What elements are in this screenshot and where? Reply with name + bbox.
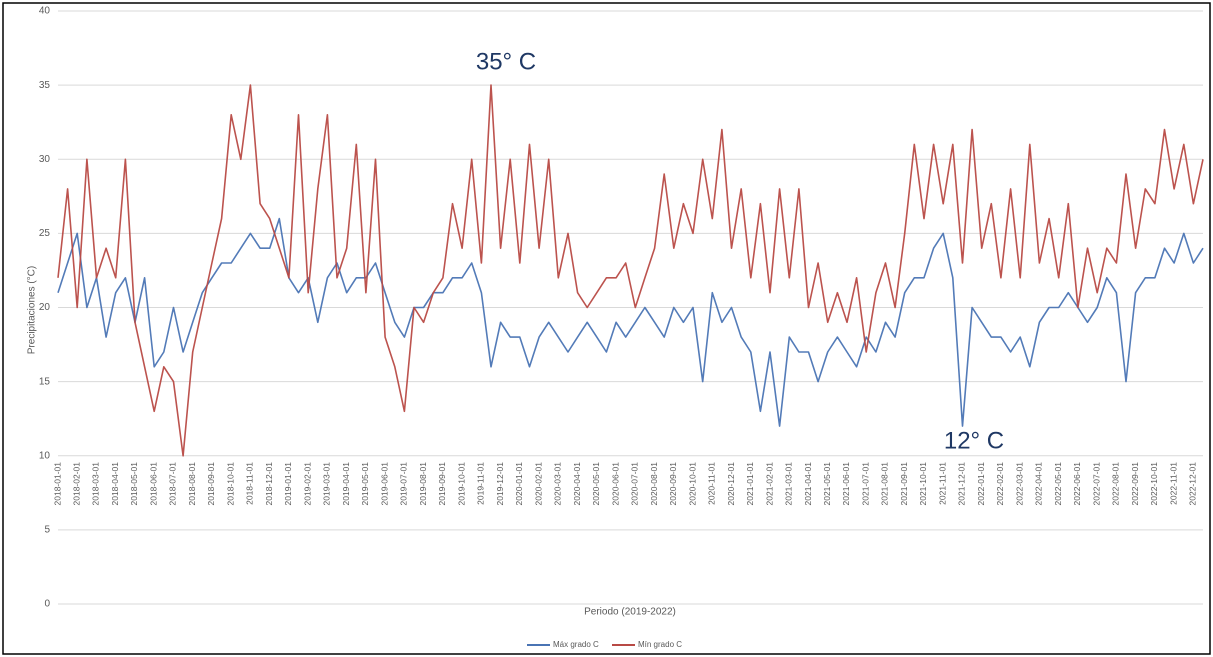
x-tick-label: 2022-08-01	[1111, 462, 1121, 506]
x-tick-label: 2022-03-01	[1014, 462, 1024, 506]
x-tick-label: 2021-03-01	[784, 462, 794, 506]
x-tick-label: 2019-06-01	[379, 462, 389, 506]
x-tick-label: 2021-10-01	[918, 462, 928, 506]
x-tick-label: 2021-08-01	[880, 462, 890, 506]
x-tick-label: 2018-07-01	[168, 462, 178, 506]
x-tick-label: 2019-01-01	[283, 462, 293, 506]
x-tick-label: 2018-10-01	[225, 462, 235, 506]
series-line	[57, 217, 1204, 427]
x-tick-label: 2020-12-01	[726, 462, 736, 506]
y-tick-label: 35	[39, 80, 51, 91]
x-tick-label: 2021-05-01	[822, 462, 832, 506]
y-tick-label: 10	[39, 450, 51, 461]
x-tick-label: 2022-04-01	[1034, 462, 1044, 506]
x-tick-label: 2022-11-01	[1168, 462, 1178, 505]
x-tick-label: 2018-05-01	[129, 462, 139, 506]
series-line	[57, 84, 1204, 457]
x-tick-label: 2021-01-01	[745, 462, 755, 506]
x-tick-label: 2022-09-01	[1130, 462, 1140, 506]
x-tick-label: 2019-04-01	[341, 462, 351, 506]
y-tick-label: 25	[39, 228, 51, 239]
x-tick-label: 2022-01-01	[976, 462, 986, 506]
x-tick-label: 2020-08-01	[649, 462, 659, 506]
x-tick-label: 2018-02-01	[71, 462, 81, 506]
x-tick-label: 2018-03-01	[91, 462, 101, 506]
x-tick-label: 2021-09-01	[899, 462, 909, 506]
x-tick-label: 2019-03-01	[322, 462, 332, 506]
x-tick-label: 2022-10-01	[1149, 462, 1159, 506]
x-tick-label: 2019-10-01	[456, 462, 466, 506]
x-tick-label: 2021-07-01	[860, 462, 870, 506]
x-tick-label: 2018-11-01	[245, 462, 255, 505]
annotation: 35° C	[476, 48, 536, 75]
legend-label: Mín grado C	[638, 640, 682, 649]
x-tick-label: 2021-12-01	[957, 462, 967, 506]
x-tick-label: 2021-11-01	[937, 462, 947, 505]
x-tick-label: 2020-01-01	[514, 462, 524, 506]
x-tick-label: 2020-10-01	[687, 462, 697, 506]
x-tick-label: 2019-05-01	[360, 462, 370, 506]
x-tick-label: 2019-08-01	[418, 462, 428, 506]
x-tick-label: 2021-02-01	[764, 462, 774, 506]
x-tick-label: 2020-09-01	[668, 462, 678, 506]
x-tick-label: 2018-04-01	[110, 462, 120, 506]
y-tick-label: 40	[39, 6, 51, 17]
x-tick-label: 2018-09-01	[206, 462, 216, 506]
x-tick-label: 2020-02-01	[533, 462, 543, 506]
x-tick-label: 2021-06-01	[841, 462, 851, 506]
x-tick-label: 2020-11-01	[707, 462, 717, 505]
y-tick-label: 15	[39, 376, 51, 387]
x-tick-label: 2022-07-01	[1091, 462, 1101, 506]
x-tick-label: 2019-09-01	[437, 462, 447, 506]
x-tick-label: 2019-11-01	[476, 462, 486, 505]
y-axis-title: Precipitaciones (°C)	[27, 266, 38, 354]
x-tick-label: 2018-01-01	[52, 462, 62, 506]
x-tick-label: 2020-07-01	[630, 462, 640, 506]
x-tick-label: 2018-12-01	[264, 462, 274, 506]
legend-label: Máx grado C	[553, 640, 599, 649]
x-tick-label: 2022-02-01	[995, 462, 1005, 506]
y-tick-label: 30	[39, 154, 51, 165]
x-tick-label: 2019-12-01	[495, 462, 505, 506]
x-tick-label: 2018-08-01	[187, 462, 197, 506]
x-tick-label: 2020-04-01	[572, 462, 582, 506]
y-tick-label: 0	[44, 599, 50, 610]
x-tick-label: 2022-05-01	[1053, 462, 1063, 506]
x-tick-label: 2022-06-01	[1072, 462, 1082, 506]
y-tick-label: 20	[39, 302, 51, 313]
x-tick-label: 2018-06-01	[148, 462, 158, 506]
x-tick-label: 2019-02-01	[302, 462, 312, 506]
y-tick-label: 5	[44, 525, 50, 536]
x-tick-label: 2020-06-01	[610, 462, 620, 506]
x-tick-label: 2020-03-01	[553, 462, 563, 506]
x-tick-label: 2021-04-01	[803, 462, 813, 506]
x-tick-label: 2019-07-01	[399, 462, 409, 506]
x-tick-label: 2020-05-01	[591, 462, 601, 506]
annotation: 12° C	[944, 427, 1004, 454]
x-tick-label: 2022-12-01	[1188, 462, 1198, 506]
x-axis-title: Periodo (2019-2022)	[584, 607, 676, 618]
